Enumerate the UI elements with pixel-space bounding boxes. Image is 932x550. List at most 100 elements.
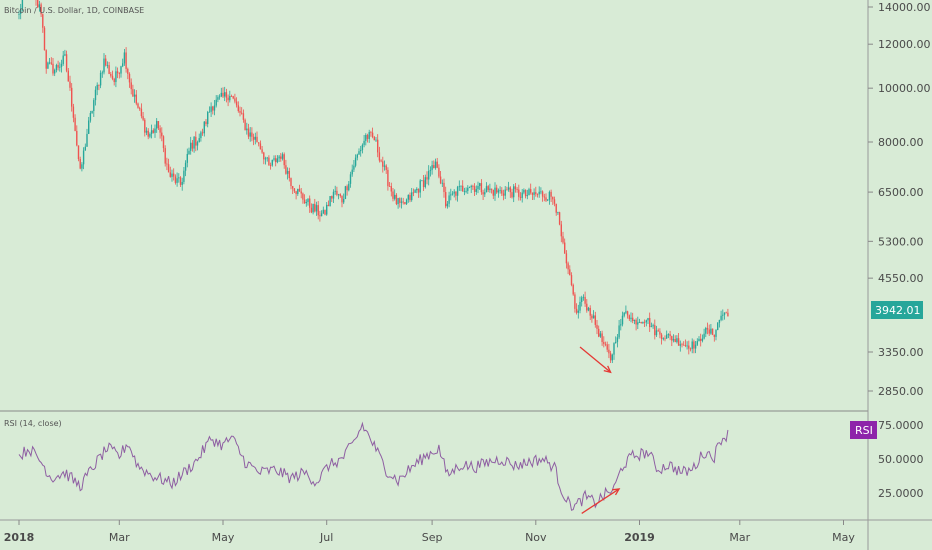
price-candle xyxy=(638,318,641,323)
price-candle xyxy=(288,167,290,182)
price-candle xyxy=(416,187,418,194)
price-candle xyxy=(244,118,246,131)
price-candle xyxy=(547,199,549,202)
price-candle xyxy=(397,197,399,209)
price-candle xyxy=(516,187,518,193)
price-candle xyxy=(111,70,114,81)
price-candle xyxy=(140,103,143,119)
price-candle xyxy=(693,339,695,354)
price-candle xyxy=(584,291,586,307)
price-candle xyxy=(118,72,120,79)
price-candle xyxy=(717,321,719,331)
price-candle xyxy=(698,336,700,342)
price-candle xyxy=(130,78,132,95)
price-candle xyxy=(320,210,323,217)
price-candle xyxy=(489,183,491,193)
price-candle xyxy=(242,109,245,123)
price-candle xyxy=(229,90,231,103)
price-candle xyxy=(392,188,394,202)
rsi-line xyxy=(18,421,729,511)
price-candle xyxy=(696,338,698,347)
price-candle xyxy=(429,166,432,177)
price-candle xyxy=(677,332,680,346)
price-candle xyxy=(353,160,355,173)
price-candle xyxy=(439,170,442,185)
price-candle xyxy=(169,166,171,178)
price-candle xyxy=(494,182,496,201)
price-candle xyxy=(167,158,170,173)
price-candle xyxy=(713,334,715,342)
price-candle xyxy=(575,303,578,315)
price-candle xyxy=(54,68,56,77)
price-candles xyxy=(18,0,729,364)
time-tick-label: Mar xyxy=(729,531,750,544)
price-candle xyxy=(606,341,608,353)
price-candle xyxy=(684,339,687,348)
price-candle xyxy=(405,198,408,206)
price-candle xyxy=(463,187,466,196)
price-candle xyxy=(526,189,528,200)
annotations xyxy=(579,346,621,514)
price-candle xyxy=(166,157,168,171)
price-candle xyxy=(307,198,309,206)
price-candle xyxy=(159,125,161,139)
price-candle xyxy=(354,154,357,168)
price-candle xyxy=(545,193,547,203)
price-candle xyxy=(632,312,634,324)
price-candle xyxy=(468,186,471,189)
price-candle xyxy=(572,283,574,296)
price-candle xyxy=(504,186,506,200)
price-candle xyxy=(356,153,358,161)
price-candle xyxy=(441,179,443,187)
price-candle xyxy=(596,320,598,335)
price-candle xyxy=(711,328,714,336)
price-candle xyxy=(620,318,622,331)
price-candle xyxy=(433,160,435,169)
price-candle xyxy=(84,143,86,151)
price-candle xyxy=(598,325,600,338)
price-candle xyxy=(322,206,324,215)
time-tick-label: 2019 xyxy=(624,531,655,544)
price-candle xyxy=(205,118,207,127)
price-candle xyxy=(492,189,494,200)
price-candle xyxy=(434,158,437,170)
price-candle xyxy=(259,140,262,150)
price-candle xyxy=(47,61,49,69)
price-candle xyxy=(292,185,294,195)
price-candle xyxy=(220,87,222,98)
price-candle xyxy=(43,26,46,51)
price-candle xyxy=(234,93,236,104)
price-candle xyxy=(358,148,360,155)
price-tick-label: 2850.00 xyxy=(878,385,924,398)
price-candle xyxy=(361,143,364,154)
price-candle xyxy=(514,182,517,193)
price-candle xyxy=(479,182,481,190)
price-candle xyxy=(258,142,260,147)
price-candle xyxy=(188,147,190,155)
price-candle xyxy=(145,127,148,136)
price-candle xyxy=(139,106,141,111)
price-candle xyxy=(404,201,406,205)
price-candle xyxy=(237,101,239,113)
price-candle xyxy=(407,194,409,203)
price-candle xyxy=(341,195,343,208)
price-candle xyxy=(67,67,69,82)
price-candle xyxy=(552,196,554,205)
price-candle xyxy=(723,312,726,320)
price-candle xyxy=(106,61,109,69)
price-candle xyxy=(569,265,571,276)
price-candle xyxy=(383,160,386,171)
rsi-tick-label: 75.0000 xyxy=(878,419,924,432)
price-candle xyxy=(524,189,527,199)
price-candle xyxy=(115,66,117,88)
price-candle xyxy=(203,121,205,137)
price-candle xyxy=(373,135,375,141)
price-candle xyxy=(164,145,166,167)
price-candle xyxy=(511,188,513,199)
price-candle xyxy=(587,306,590,312)
price-candle xyxy=(69,75,71,91)
price-candle xyxy=(285,159,287,175)
price-candle xyxy=(74,114,76,132)
price-candle xyxy=(422,175,425,191)
price-candle xyxy=(676,335,678,344)
